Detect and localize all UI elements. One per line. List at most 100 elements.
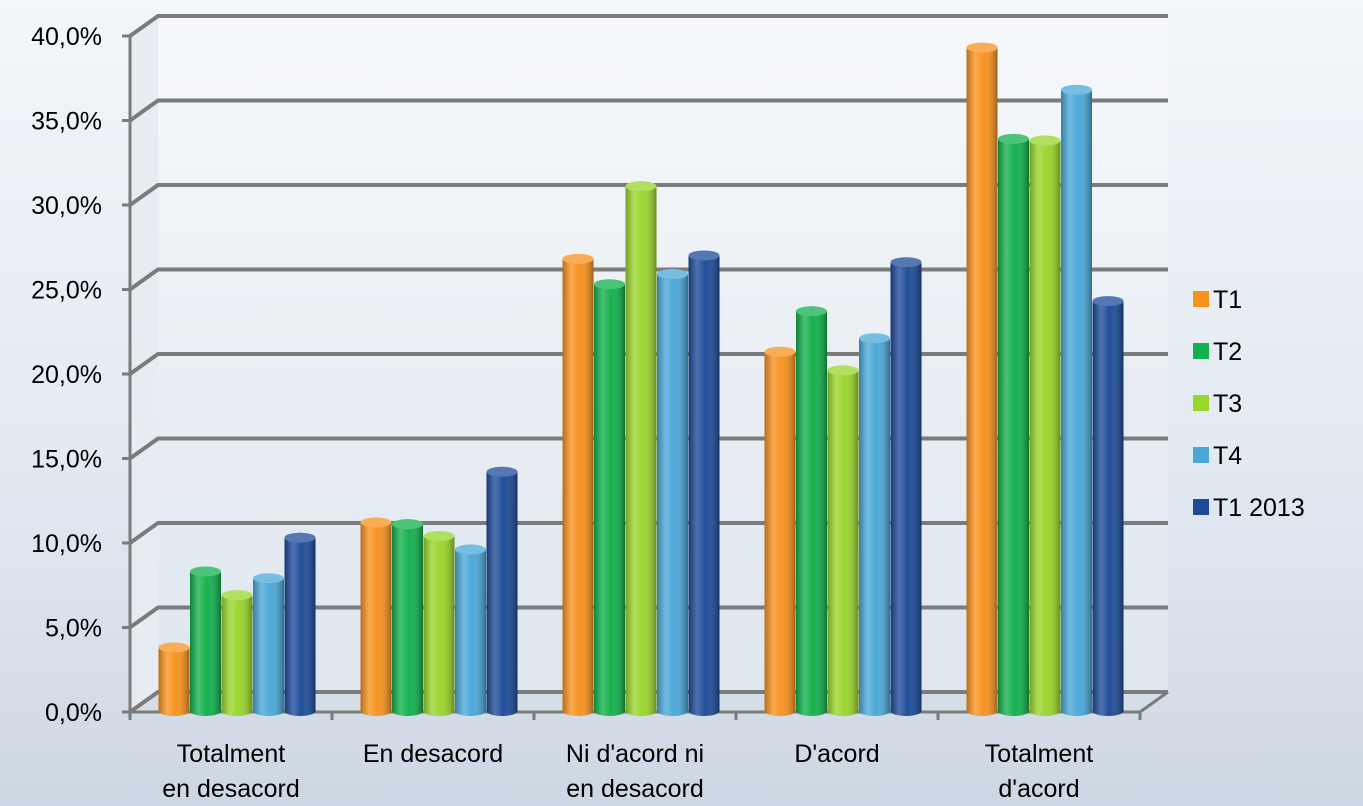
legend-label: T1 (1213, 286, 1242, 314)
bar (594, 279, 625, 716)
bar-top-highlight (253, 573, 284, 584)
bar (796, 306, 827, 716)
y-tick-label: 20,0% (31, 361, 102, 389)
y-tick-label: 30,0% (31, 192, 102, 220)
bar-top (764, 346, 796, 357)
gridline (128, 14, 1168, 38)
legend-item: T2 (1193, 338, 1242, 366)
legend: T1 T2 T3 T4 T1 2013 (1193, 286, 1305, 522)
bar-top-highlight (1029, 135, 1061, 146)
bar-top (688, 250, 720, 261)
bar-top (455, 544, 486, 555)
bar-top-highlight (190, 566, 221, 577)
x-category-label: d'acord (998, 775, 1079, 803)
bar-shading (859, 338, 890, 716)
bar-shading (657, 274, 688, 716)
bar-top (890, 257, 922, 268)
y-tick-label: 35,0% (31, 108, 102, 136)
bar-top-highlight (859, 333, 890, 344)
bar-top (966, 42, 998, 53)
axis-labels: 0,0% 5,0% 10,0% 15,0% 20,0% 25,0% 30,0% 35,0% 40… (31, 23, 1093, 803)
bar-top (998, 133, 1029, 144)
bar-shading (562, 258, 594, 716)
legend-item: T4 (1193, 442, 1242, 470)
bar-shading (392, 524, 423, 716)
legend-item: T1 2013 (1193, 494, 1305, 522)
bar-top (158, 642, 190, 653)
x-category-label: en desacord (566, 775, 704, 803)
bar-top-highlight (1061, 84, 1092, 95)
bar (423, 531, 455, 716)
bar (562, 253, 594, 716)
bar-top (562, 253, 594, 264)
bar-top (594, 279, 625, 290)
legend-item: T1 (1193, 286, 1242, 314)
y-tick-label: 25,0% (31, 277, 102, 305)
x-category-label: En desacord (363, 740, 503, 768)
y-tick-label: 5,0% (45, 615, 102, 643)
bar-top-highlight (284, 532, 316, 543)
bar-top (859, 333, 890, 344)
y-tick-label: 10,0% (31, 530, 102, 558)
x-category-label: D'acord (794, 740, 879, 768)
bar-top (284, 532, 316, 543)
bar-shading (997, 138, 1029, 717)
legend-label: T2 (1213, 338, 1242, 366)
bar-top-highlight (890, 257, 922, 268)
bar-top (796, 306, 827, 317)
gridline (128, 183, 1168, 207)
gridline (128, 352, 1168, 376)
bar-top (360, 517, 392, 528)
bar (253, 573, 284, 716)
bar-shading (890, 262, 922, 716)
bar-shading (284, 537, 316, 716)
bar-top (827, 365, 859, 376)
gridline (128, 267, 1168, 292)
bar-top-highlight (455, 544, 486, 555)
legend-label: T4 (1213, 442, 1242, 470)
bar-top-highlight (594, 279, 625, 290)
bar (284, 532, 316, 716)
x-category-label: Totalment (177, 740, 285, 768)
bar-top (253, 573, 284, 584)
legend-label: T1 2013 (1213, 494, 1305, 522)
bar-shading (158, 647, 190, 716)
legend-swatch (1193, 395, 1209, 411)
bar (486, 466, 518, 716)
floor-edge (1139, 690, 1169, 714)
bar-top-highlight (221, 590, 253, 601)
x-category-label: Ni d'acord ni (566, 740, 704, 768)
bar (688, 250, 720, 716)
bar-top (657, 269, 688, 280)
bar-shading (253, 578, 284, 716)
bar (966, 42, 998, 716)
bar-shading (764, 351, 796, 716)
bar (455, 544, 486, 716)
legend-label: T3 (1213, 390, 1242, 418)
bar-top-highlight (423, 531, 455, 541)
bar-top (486, 466, 518, 477)
bar-shading (423, 536, 455, 716)
chart-bars (158, 42, 1124, 717)
legend-swatch (1193, 447, 1209, 463)
bar (890, 257, 922, 716)
bar-shading (190, 571, 221, 716)
bar (997, 133, 1029, 717)
bar-shading (1092, 301, 1124, 716)
bar (190, 566, 221, 716)
legend-swatch (1193, 291, 1209, 307)
bar (859, 333, 890, 716)
bar-shading (221, 595, 253, 716)
bar-shading (625, 186, 657, 717)
bar (158, 642, 190, 716)
bar-top (221, 590, 253, 601)
bar-top (625, 181, 657, 192)
x-category-label: en desacord (162, 775, 300, 803)
bar-top-highlight (158, 642, 190, 653)
bar (827, 365, 859, 716)
y-tick-label: 40,0% (31, 23, 102, 51)
bar-top-highlight (1092, 296, 1124, 307)
bar-shading (1061, 89, 1092, 717)
legend-swatch (1193, 343, 1209, 359)
